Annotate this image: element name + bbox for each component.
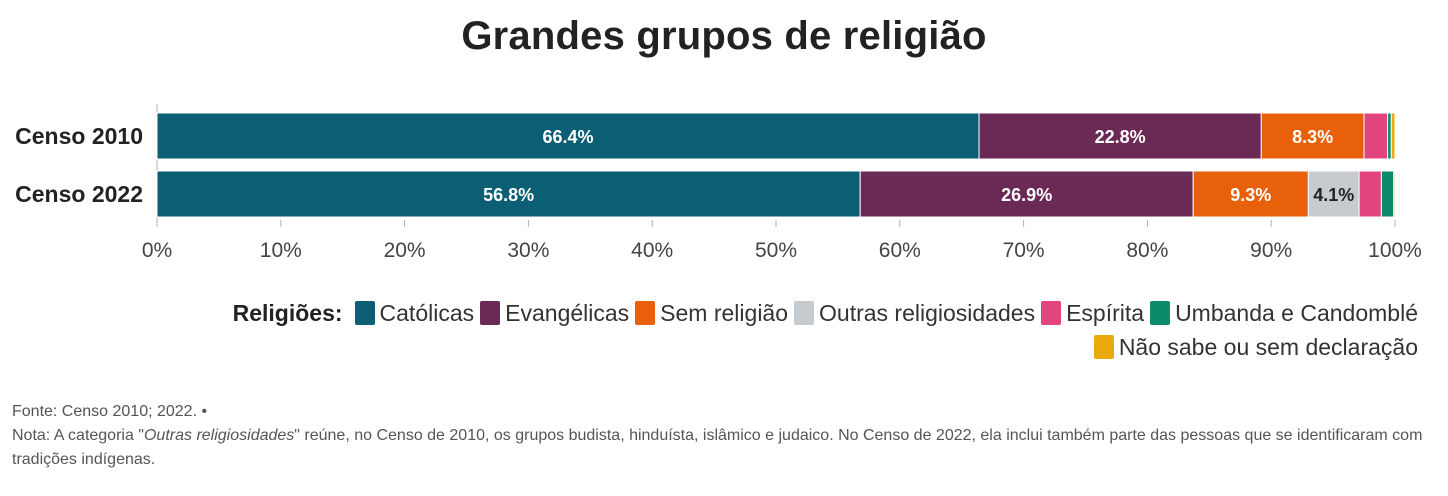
data-label: 26.9% <box>1001 185 1052 205</box>
data-label: 56.8% <box>483 185 534 205</box>
bar-segment <box>1192 170 1309 218</box>
bar-segment <box>1393 170 1396 218</box>
legend-label: Espírita <box>1066 300 1145 326</box>
legend-label: Umbanda e Candomblé <box>1175 300 1418 326</box>
legend-swatch <box>635 301 656 325</box>
data-label: 8.3% <box>1292 127 1333 147</box>
bar-segment <box>1358 170 1382 218</box>
x-tick-label: 20% <box>384 239 426 262</box>
x-tick-label: 80% <box>1126 239 1168 262</box>
legend-item: Sem religião <box>635 296 788 330</box>
note-prefix: Nota: A categoria " <box>12 427 144 444</box>
x-tick-label: 50% <box>755 239 797 262</box>
legend-swatch <box>1093 335 1114 359</box>
legend: Religiões: Católicas Evangélicas Sem religi… <box>0 296 1418 364</box>
x-tick-label: 30% <box>507 239 549 262</box>
legend-label: Não sabe ou sem declaração <box>1118 334 1418 360</box>
bar-segment <box>1260 112 1365 160</box>
x-tick-label: 70% <box>1003 239 1045 262</box>
bar-segment <box>978 112 1262 160</box>
x-tick-label: 100% <box>1368 239 1422 262</box>
x-tick-label: 0% <box>142 239 172 262</box>
x-tick-label: 90% <box>1250 239 1292 262</box>
legend-swatch <box>1041 301 1062 325</box>
legend-swatch <box>354 301 375 325</box>
bar-segment <box>156 112 980 160</box>
legend-label: Católicas <box>379 300 475 326</box>
bar-segment <box>1380 170 1395 218</box>
x-tick-label: 10% <box>260 239 302 262</box>
data-label: 66.4% <box>542 127 593 147</box>
data-label: 9.3% <box>1230 185 1271 205</box>
legend-swatch <box>794 301 815 325</box>
legend-item: Não sabe ou sem declaração <box>1093 330 1418 364</box>
data-label: 22.8% <box>1095 127 1146 147</box>
bar-segment <box>1363 112 1389 160</box>
legend-swatch <box>1150 301 1171 325</box>
legend-label: Sem religião <box>660 300 789 326</box>
legend-item: Espírita <box>1041 296 1144 330</box>
category-label: Censo 2022 <box>15 181 143 207</box>
category-label: Censo 2010 <box>15 123 143 149</box>
note-text: Nota: A categoria "Outras religiosidades… <box>12 424 1437 472</box>
legend-item: Umbanda e Candomblé <box>1150 296 1418 330</box>
data-label: 4.1% <box>1313 185 1354 205</box>
legend-item: Evangélicas <box>480 296 629 330</box>
stacked-bar-chart: Censo 2010 66.4% 22.8% 8.3% Censo 2022 56.8% 2… <box>15 104 1422 262</box>
source-text: Fonte: Censo 2010; 2022. • <box>12 403 208 420</box>
chart-title: Grandes grupos de religião <box>461 14 987 58</box>
legend-label: Evangélicas <box>505 300 630 326</box>
legend-item: Católicas <box>354 296 475 330</box>
note-term: Outras religiosidades <box>143 427 295 444</box>
bar-segment <box>1390 112 1396 160</box>
legend-label: Outras religiosidades <box>819 300 1036 326</box>
legend-item: Outras religiosidades <box>794 296 1035 330</box>
bar-segment <box>1387 112 1392 160</box>
x-tick-label: 60% <box>879 239 921 262</box>
x-tick-label: 40% <box>631 239 673 262</box>
footer: Fonte: Censo 2010; 2022. • Nota: A categ… <box>12 400 1437 472</box>
legend-title: Religiões: <box>232 300 343 326</box>
legend-swatch <box>480 301 501 325</box>
note-suffix: " reúne, no Censo de 2010, os grupos bud… <box>12 427 1423 468</box>
